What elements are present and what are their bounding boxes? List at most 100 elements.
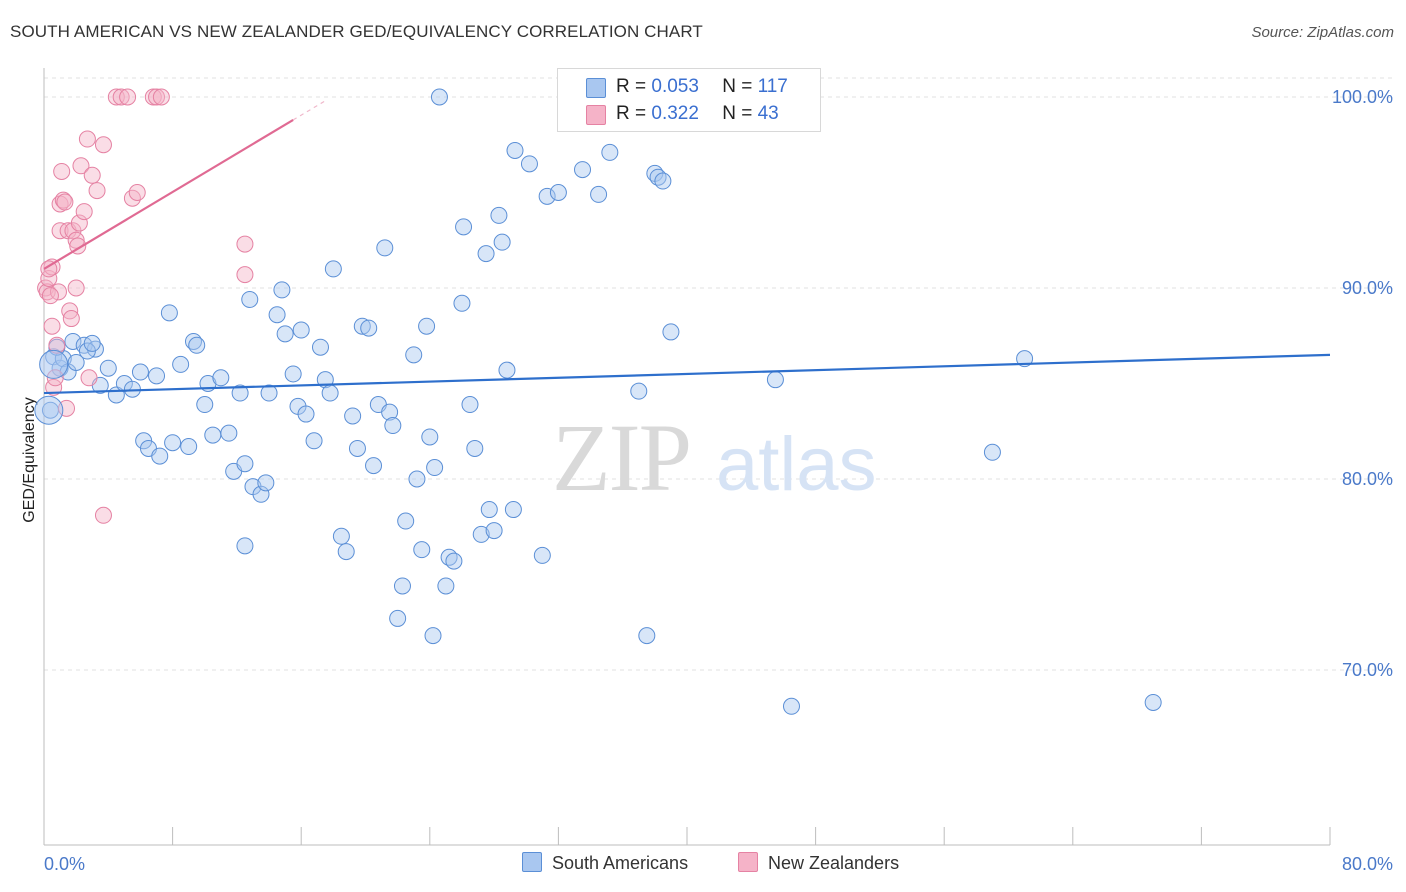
x-tick-label-min: 0.0%	[44, 854, 85, 874]
legend-item-new-zealanders[interactable]: New Zealanders	[738, 852, 899, 874]
point-new-zealanders	[236, 235, 254, 253]
point-south-americans	[549, 184, 567, 201]
point-new-zealanders	[67, 231, 85, 249]
point-new-zealanders	[88, 182, 106, 200]
point-new-zealanders	[94, 136, 112, 154]
point-south-americans	[204, 426, 222, 444]
point-south-americans	[418, 317, 436, 335]
point-south-americans	[413, 541, 431, 559]
trend-line-extension	[292, 100, 326, 121]
watermark-zip: ZIP	[552, 404, 690, 511]
point-south-americans	[231, 384, 249, 402]
point-south-americans	[268, 306, 286, 324]
legend-label: South Americans	[552, 853, 689, 873]
point-south-americans	[1144, 693, 1162, 711]
point-new-zealanders	[40, 269, 58, 287]
point-south-americans	[172, 355, 190, 373]
point-new-zealanders	[53, 162, 71, 180]
point-south-americans	[83, 334, 101, 352]
n-label: N =	[722, 103, 758, 124]
point-south-americans	[520, 155, 538, 173]
point-south-americans	[455, 218, 473, 236]
point-south-americans	[782, 697, 800, 715]
legend-item-south-americans[interactable]: South Americans	[522, 852, 688, 874]
point-south-americans	[332, 527, 350, 545]
point-south-americans	[344, 407, 362, 425]
point-new-zealanders	[78, 130, 96, 148]
point-south-americans	[397, 512, 415, 530]
point-south-americans	[257, 474, 275, 492]
legend-row-new-zealanders: R = 0.322 N = 43	[616, 103, 779, 125]
trend-line-south-americans	[43, 353, 1331, 395]
point-south-americans	[212, 369, 230, 387]
data-points	[34, 88, 1162, 715]
point-new-zealanders	[41, 287, 59, 305]
point-south-americans	[284, 365, 302, 383]
point-new-zealanders	[43, 317, 61, 335]
y-tick-label: 100.0%	[1332, 87, 1393, 107]
point-south-americans	[630, 382, 648, 400]
point-south-americans	[360, 319, 378, 337]
point-new-zealanders	[119, 88, 137, 106]
point-south-americans	[384, 417, 402, 435]
point-south-americans	[241, 290, 259, 308]
n-label: N =	[722, 76, 758, 97]
point-new-zealanders	[128, 184, 146, 201]
legend-row-south-americans: R = 0.053 N = 117	[616, 76, 788, 98]
point-south-americans	[311, 338, 329, 356]
point-south-americans	[276, 325, 294, 343]
point-south-americans	[638, 627, 656, 645]
r-label: R =	[616, 76, 652, 97]
point-south-americans	[405, 346, 423, 364]
point-south-americans	[389, 609, 407, 627]
point-south-americans	[297, 405, 315, 423]
legend-swatch	[522, 852, 542, 872]
point-south-americans	[466, 439, 484, 457]
point-new-zealanders	[148, 88, 166, 106]
watermark: ZIP atlas	[552, 404, 877, 511]
point-south-americans	[131, 363, 149, 381]
point-south-americans	[148, 367, 166, 385]
point-new-zealanders	[112, 88, 130, 106]
point-south-americans	[766, 371, 784, 389]
legend-label: New Zealanders	[768, 853, 900, 873]
point-new-zealanders	[80, 369, 98, 387]
tick-labels: 70.0% 80.0% 90.0% 100.0% 0.0% 80.0%	[44, 87, 1393, 874]
y-tick-label: 80.0%	[1342, 469, 1393, 489]
watermark-atlas: atlas	[716, 422, 877, 507]
point-new-zealanders	[75, 203, 93, 221]
point-south-americans	[472, 525, 490, 543]
point-south-americans	[376, 239, 394, 257]
point-south-americans	[426, 459, 444, 477]
point-new-zealanders	[67, 279, 85, 297]
point-south-americans	[538, 187, 556, 205]
point-new-zealanders	[49, 283, 67, 301]
point-south-americans	[480, 501, 498, 519]
point-south-americans	[220, 424, 238, 442]
legend-swatch-south-americans	[586, 78, 606, 98]
point-new-zealanders	[83, 166, 101, 184]
point-south-americans	[67, 353, 85, 371]
point-south-americans	[506, 141, 524, 159]
point-new-zealanders	[43, 258, 61, 276]
point-south-americans	[292, 321, 310, 339]
point-south-americans	[196, 396, 214, 414]
point-south-americans	[485, 522, 503, 540]
point-south-americans	[305, 432, 323, 450]
point-south-americans	[365, 457, 383, 475]
point-south-americans	[430, 88, 448, 106]
point-south-americans	[498, 361, 516, 379]
point-south-americans	[504, 501, 522, 519]
point-south-americans	[654, 172, 672, 190]
point-south-americans	[99, 359, 117, 377]
point-south-americans	[662, 323, 680, 341]
point-new-zealanders	[62, 310, 80, 328]
point-south-americans	[353, 317, 371, 335]
r-value: 0.053	[651, 76, 699, 97]
point-south-americans	[437, 577, 455, 595]
trend-line-new-zealanders	[43, 118, 294, 270]
point-south-americans	[461, 396, 479, 414]
axes	[43, 68, 1331, 846]
point-south-americans	[490, 206, 508, 224]
r-label: R =	[616, 103, 652, 124]
